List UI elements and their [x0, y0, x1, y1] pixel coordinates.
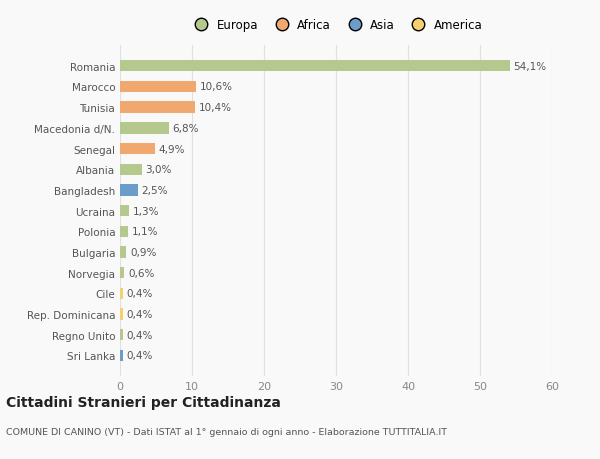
Text: 6,8%: 6,8% — [173, 123, 199, 134]
Text: 2,5%: 2,5% — [142, 185, 168, 196]
Text: COMUNE DI CANINO (VT) - Dati ISTAT al 1° gennaio di ogni anno - Elaborazione TUT: COMUNE DI CANINO (VT) - Dati ISTAT al 1°… — [6, 427, 447, 436]
Bar — [120, 288, 123, 299]
Legend: Europa, Africa, Asia, America: Europa, Africa, Asia, America — [185, 14, 487, 37]
Text: 3,0%: 3,0% — [145, 165, 172, 175]
Text: 0,4%: 0,4% — [127, 351, 153, 361]
Text: 0,9%: 0,9% — [130, 247, 157, 257]
Bar — [120, 226, 128, 237]
Bar — [120, 164, 142, 175]
Bar — [120, 206, 130, 217]
Bar — [120, 330, 123, 341]
Bar — [120, 185, 138, 196]
Text: 10,4%: 10,4% — [199, 103, 232, 113]
Bar — [120, 102, 195, 113]
Text: 10,6%: 10,6% — [200, 82, 233, 92]
Text: 1,1%: 1,1% — [131, 227, 158, 237]
Text: 0,4%: 0,4% — [127, 309, 153, 319]
Bar — [120, 144, 155, 155]
Text: 0,6%: 0,6% — [128, 268, 154, 278]
Text: 0,4%: 0,4% — [127, 330, 153, 340]
Bar — [120, 268, 124, 279]
Text: 4,9%: 4,9% — [159, 144, 185, 154]
Bar — [120, 350, 123, 361]
Bar — [120, 123, 169, 134]
Text: 54,1%: 54,1% — [513, 62, 546, 72]
Bar — [120, 82, 196, 93]
Bar — [120, 61, 509, 72]
Bar — [120, 309, 123, 320]
Bar — [120, 247, 127, 258]
Text: 0,4%: 0,4% — [127, 289, 153, 299]
Text: Cittadini Stranieri per Cittadinanza: Cittadini Stranieri per Cittadinanza — [6, 395, 281, 409]
Text: 1,3%: 1,3% — [133, 206, 160, 216]
